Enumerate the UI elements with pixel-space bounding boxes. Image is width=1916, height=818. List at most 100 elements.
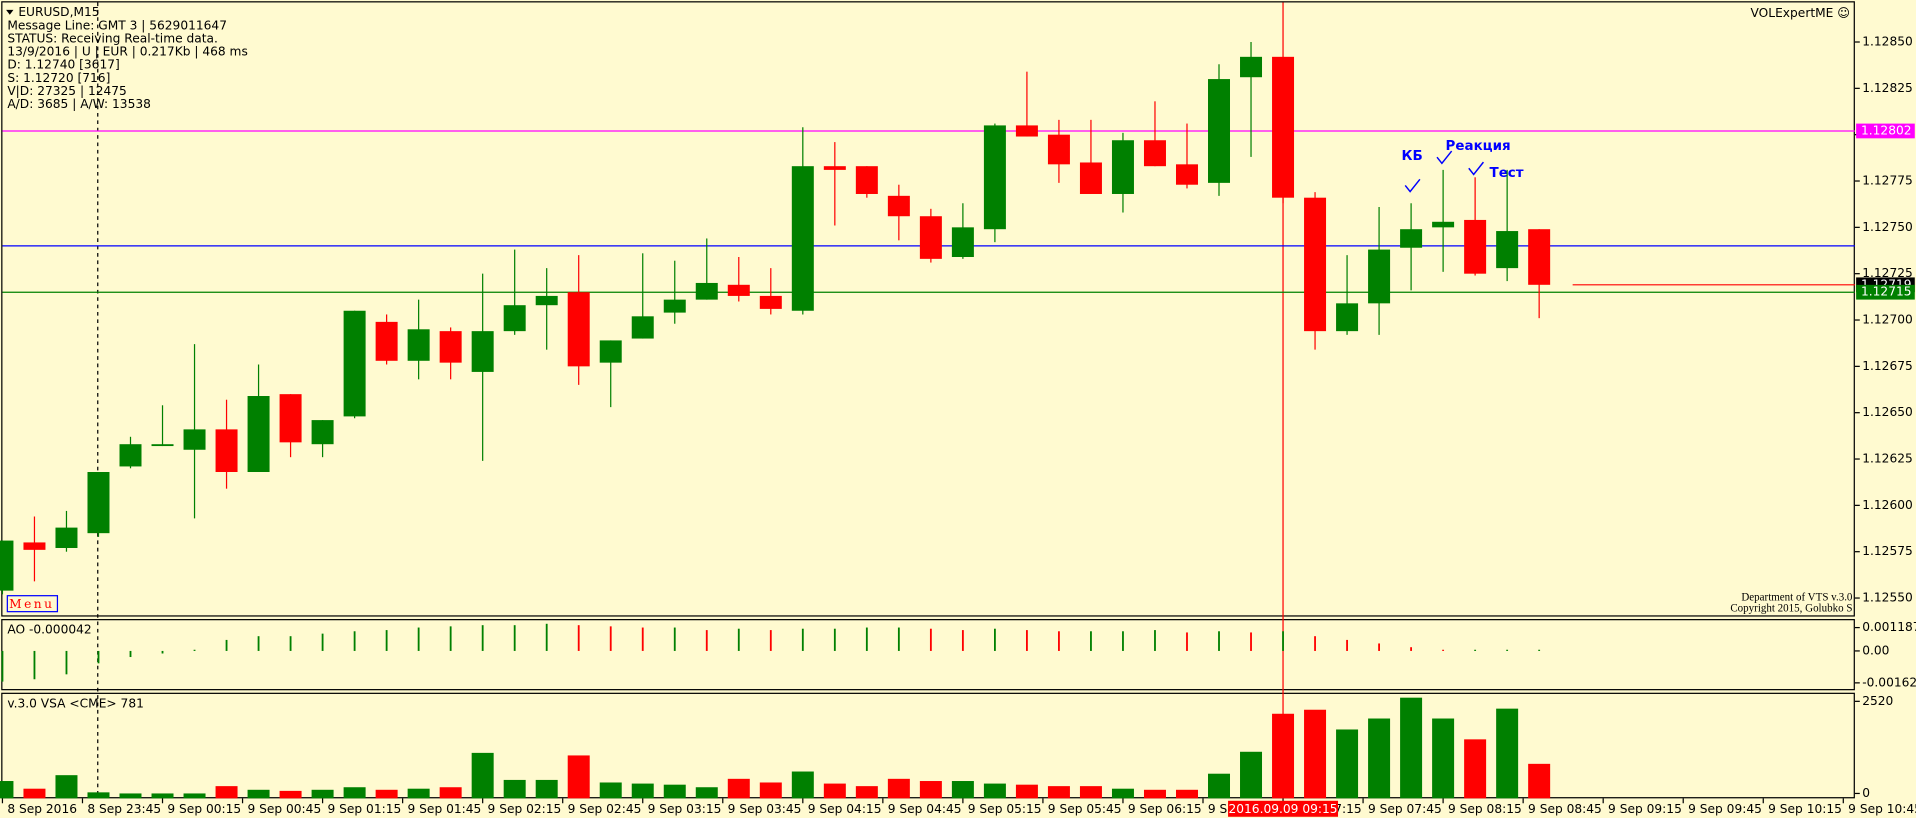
candle-body [279,394,302,443]
y-tick-label: 1.12750 [1862,220,1913,234]
volume-bar [23,788,46,799]
candle-body [1432,221,1455,228]
volume-bar [951,781,974,799]
candle-body [471,331,494,372]
candle-body [1400,229,1423,248]
candle-body [1368,249,1391,304]
level-label-box [1856,123,1915,139]
volume-bar [183,793,206,799]
info-block: Message Line: GMT 3 | 5629011647STATUS: … [7,18,248,111]
x-tick-label: 9 Sep 00:15 [167,802,241,816]
volume-bar [567,755,590,799]
volume-bar [407,788,430,799]
candle-body [1496,231,1519,269]
candle-body [599,340,622,363]
watermark: VOLExpertME ☺ [1751,6,1850,20]
x-tick-label: 9 Sep 07:45 [1368,802,1442,816]
candle-body [1047,134,1070,165]
volume-bar [791,771,814,799]
y-tick-label: 2520 [1862,694,1893,708]
volume-bar [983,783,1006,799]
volume-bar [55,775,78,799]
x-tick-label: 9 Sep 08:15 [1448,802,1522,816]
main-panel-frame [1,1,1855,617]
candle-body [1528,229,1551,285]
x-tick-label: 9 Sep 03:15 [648,802,722,816]
candle-body [887,195,910,217]
x-tick-label: 9 Sep 05:45 [1048,802,1122,816]
volume-bar [1496,708,1519,799]
x-tick-label: 9 Sep 04:45 [888,802,962,816]
candle-body [343,310,366,417]
volume-bar [279,790,302,799]
candle-body [1175,164,1198,185]
volume-bar [1464,739,1487,799]
candle-body [855,166,878,194]
candle-body [1015,125,1038,137]
menu-label[interactable]: Menu [9,597,54,611]
volume-bar [1015,784,1038,799]
volume-bar [1432,718,1455,799]
x-tick-label: 9 Sep 10:45 [1848,802,1916,816]
y-tick-label: 1.12725 [1862,266,1913,280]
info-line: D: 1.12740 [3617] [7,58,119,72]
candle-body [823,166,846,170]
volume-bar [1368,718,1391,799]
volume-bar [471,752,494,799]
level-label: 1.12802 [1861,123,1912,137]
volume-bar [1304,709,1327,799]
candle-body [983,125,1006,230]
volume-bar [855,786,878,799]
candle-body [311,420,334,445]
x-tick-label: 9 Sep 05:15 [968,802,1042,816]
y-tick-label: -0.001624 [1862,675,1916,689]
volume-bar [1400,697,1423,799]
x-tick-label: 9 Sep 02:15 [488,802,562,816]
x-tick-label: 9 Sep 09:45 [1688,802,1762,816]
candle-body [1111,140,1134,194]
x-tick-label: 8 Sep 23:45 [87,802,161,816]
volume-bar [919,781,942,799]
candle-body [695,282,718,300]
volume-bar [727,778,750,799]
candle-body [1079,162,1102,194]
volume-bar [375,789,398,799]
volume-bar [119,793,142,799]
level-label-box [1856,284,1915,300]
level-label: 1.12715 [1861,285,1912,299]
volume-bar [1272,713,1295,799]
y-tick-label: 1.12825 [1862,81,1913,95]
y-tick-label: 0.00 [1862,643,1889,657]
candle-body [215,429,238,473]
volume-bar [1175,789,1198,799]
annotation: Реакция [1446,138,1511,154]
candle-body [1336,303,1359,332]
volume-bar [1528,763,1551,799]
y-tick-label: 1.12850 [1862,34,1913,48]
candle-body [1143,140,1166,167]
x-tick-label: 9 Sep 09:15 [1608,802,1682,816]
collapse-arrow[interactable] [6,9,14,15]
candle-body [1272,56,1295,198]
volume-bar [0,781,14,799]
volume-bar [151,793,174,799]
x-tick-label: 8 Sep 2016 [7,802,77,816]
info-line: V|D: 27325 | 12475 [7,84,127,98]
menu-button[interactable] [6,595,59,613]
y-tick-label: 0.001187 [1862,620,1916,634]
volume-bar [311,789,334,799]
candle-body [1240,56,1263,78]
volume-bar [535,779,558,799]
volume-bar [599,782,622,799]
candle-body [567,292,590,367]
y-tick-label: 1.12575 [1862,544,1913,558]
y-tick-label: 1.12550 [1862,591,1913,605]
candle-body [663,299,686,313]
x-tick-label: 9 Sep 02:45 [568,802,642,816]
y-tick-label: 1.12600 [1862,498,1913,512]
info-line: 13/9/2016 | U | EUR | 0.217Kb | 468 ms [7,45,248,59]
info-line: STATUS: Receiving Real-time data. [7,31,218,45]
y-tick-label: 1.12675 [1862,359,1913,373]
volume-bar [887,778,910,799]
